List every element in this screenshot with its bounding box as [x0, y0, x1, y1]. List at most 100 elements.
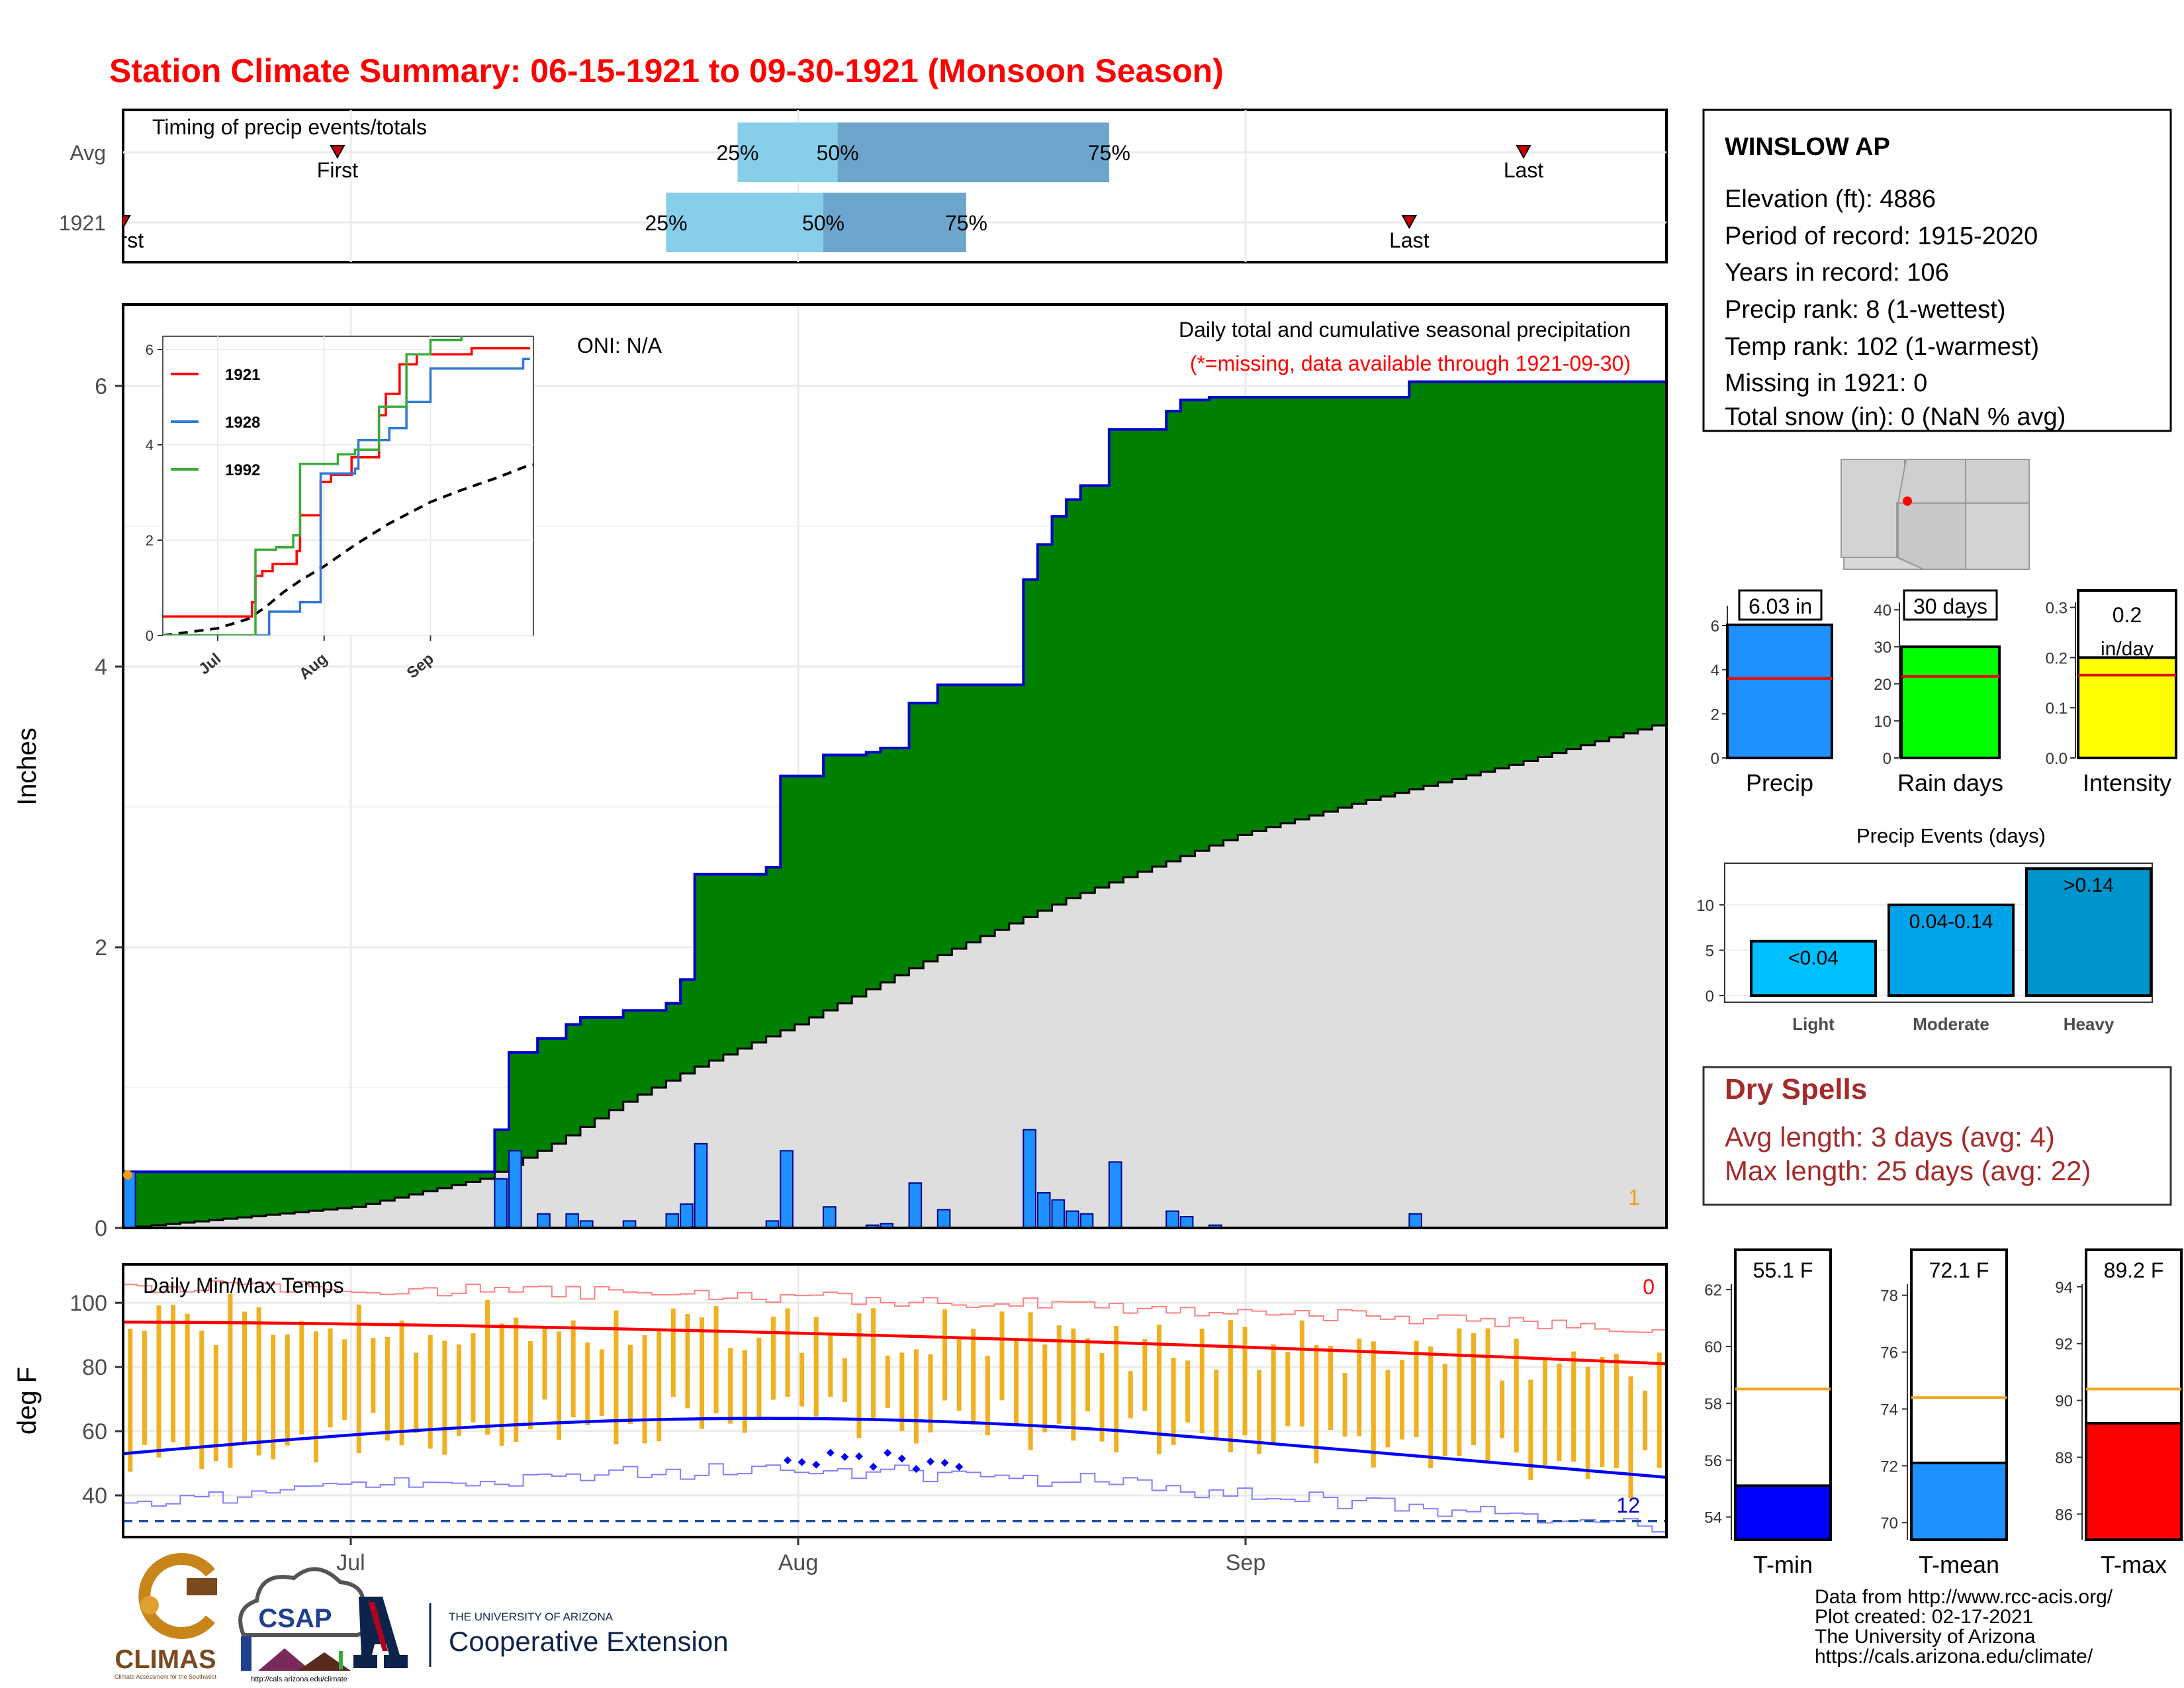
stat-category-label: Rain days [1897, 769, 2003, 796]
inset-y-tick: 0 [146, 628, 154, 644]
temp-y-tick: 60 [82, 1419, 107, 1444]
daily-temp-range-bar [199, 1331, 205, 1470]
daily-temp-range-bar [356, 1304, 361, 1454]
daily-temp-range-bar [1285, 1352, 1291, 1427]
daily-precip-bar [1165, 1210, 1179, 1229]
daily-temp-range-bar [328, 1328, 333, 1428]
daily-temp-range-bar [1085, 1338, 1090, 1412]
temp-summary-y-tick: 58 [1704, 1395, 1722, 1413]
daily-temp-range-bar [1500, 1380, 1505, 1438]
daily-temp-range-bar [442, 1340, 447, 1455]
daily-temp-range-bar [871, 1308, 876, 1419]
timing-last-label: Last [1504, 158, 1544, 182]
daily-temp-range-bar [856, 1313, 862, 1438]
daily-temp-range-bar [642, 1335, 647, 1444]
daily-precip-bar [665, 1213, 680, 1229]
events-bar-light [1750, 939, 1877, 998]
daily-temp-range-bar [1514, 1338, 1519, 1453]
events-bar-heavy [2025, 867, 2152, 997]
daily-temp-range-bar [1014, 1338, 1019, 1426]
daily-temp-range-bar [428, 1335, 433, 1449]
daily-temp-range-bar [371, 1338, 376, 1413]
daily-temp-range-bar [985, 1356, 990, 1436]
stat-y-tick: 0.3 [2046, 600, 2068, 618]
timing-first-marker [330, 145, 345, 160]
stat-y-tick: 0.0 [2046, 750, 2068, 768]
daily-temp-range-bar [156, 1305, 161, 1458]
timing-box-upper [837, 122, 1109, 182]
daily-precip-bar [1051, 1199, 1066, 1229]
temp-summary-value: 72.1 F [1929, 1258, 1989, 1282]
daily-temp-range-bar [256, 1307, 261, 1456]
missing-count: 1 [1628, 1186, 1640, 1209]
daily-temp-range-bar [1342, 1373, 1347, 1437]
daily-precip-bar [1108, 1161, 1122, 1229]
temp-summary-label: T-mean [1919, 1551, 1999, 1578]
stat-y-tick: 6 [1711, 618, 1719, 635]
oni-label: ONI: N/A [577, 334, 662, 357]
stat-y-tick: 2 [1711, 706, 1719, 724]
timing-q25-label: 25% [716, 141, 758, 165]
daily-temp-range-bar [1028, 1312, 1033, 1450]
footer-line-4: https://cals.arizona.edu/climate/ [1815, 1646, 2093, 1667]
daily-temp-range-bar [1042, 1344, 1048, 1432]
stat-category-label: Precip [1746, 769, 1813, 796]
daily-precip-bar [537, 1213, 551, 1229]
stat-y-tick: 40 [1874, 602, 1891, 620]
daily-temp-range-bar [1214, 1370, 1219, 1439]
daily-temp-range-bar [228, 1293, 233, 1468]
daily-temp-range-bar [1357, 1338, 1362, 1436]
daily-temp-range-bar [1228, 1320, 1233, 1452]
temp-summary-y-tick: 70 [1880, 1515, 1898, 1532]
temperature-panel: Daily Min/Max Temps 0 12 deg F 40 60 80 100 [13, 1263, 1668, 1538]
daily-precip-bar [1023, 1129, 1036, 1229]
events-category-label: Moderate [1913, 1014, 1989, 1034]
record-low-marker [940, 1458, 949, 1467]
main-y-tick: 2 [95, 935, 107, 961]
events-bar-label: >0.14 [2064, 874, 2114, 896]
temp-min-count: 12 [1616, 1493, 1640, 1517]
temp-summary-y-tick: 72 [1880, 1458, 1898, 1476]
daily-temp-range-bar [700, 1317, 704, 1429]
stat-y-tick: 4 [1711, 662, 1719, 680]
record-min-line [123, 1463, 1666, 1533]
temp-summary-y-tick: 76 [1880, 1344, 1898, 1362]
daily-temp-range-bar [1600, 1356, 1605, 1467]
stat-y-tick: 20 [1874, 676, 1891, 694]
record-low-marker [826, 1448, 835, 1457]
stat-bar [1726, 624, 1833, 759]
record-low-marker [797, 1458, 806, 1466]
daily-temp-range-bar [1299, 1320, 1304, 1427]
timing-q25-label: 25% [645, 211, 687, 235]
page-title: Station Climate Summary: 06-15-1921 to 0… [109, 52, 1224, 89]
footer-line-3: The University of Arizona [1815, 1626, 2036, 1648]
temp-summary-y-tick: 88 [2055, 1449, 2073, 1467]
stat-category-label: Intensity [2083, 769, 2171, 796]
timing-row-avg-label: Avg [69, 141, 106, 165]
daily-precip-bar [494, 1178, 508, 1229]
daily-precip-bar [823, 1206, 837, 1229]
record-low-marker [784, 1456, 792, 1465]
daily-temp-range-bar [628, 1344, 633, 1425]
inset-y-tick: 4 [146, 437, 154, 453]
record-low-marker [955, 1462, 964, 1471]
daily-temp-range-bar [971, 1329, 976, 1425]
events-bar-moderate [1888, 904, 2015, 997]
record-low-marker [912, 1465, 921, 1474]
daily-precip-bar [908, 1182, 923, 1229]
daily-temp-range-bar [557, 1331, 562, 1440]
daily-temp-range-bar [1328, 1346, 1334, 1430]
daily-temp-range-bar [1414, 1340, 1419, 1437]
main-y-tick: 6 [95, 374, 107, 399]
daily-temp-range-bar [657, 1329, 662, 1442]
average-max-line [123, 1321, 1666, 1366]
inset-y-tick: 2 [146, 532, 154, 549]
dry-spells-title: Dry Spells [1725, 1073, 1867, 1105]
rain-days-bar: 0 10 20 30 40 30 days Rain days [1874, 589, 2003, 796]
daily-temp-range-bar [299, 1321, 304, 1435]
inset-series-1921 [163, 347, 530, 618]
daily-temp-range-bar [1614, 1354, 1619, 1468]
daily-temp-range-bar [142, 1331, 147, 1445]
footer-credits: Data from http://www.rcc-acis.org/ Plot … [1815, 1586, 2113, 1667]
stat-value-label: 6.03 in [1749, 594, 1812, 618]
